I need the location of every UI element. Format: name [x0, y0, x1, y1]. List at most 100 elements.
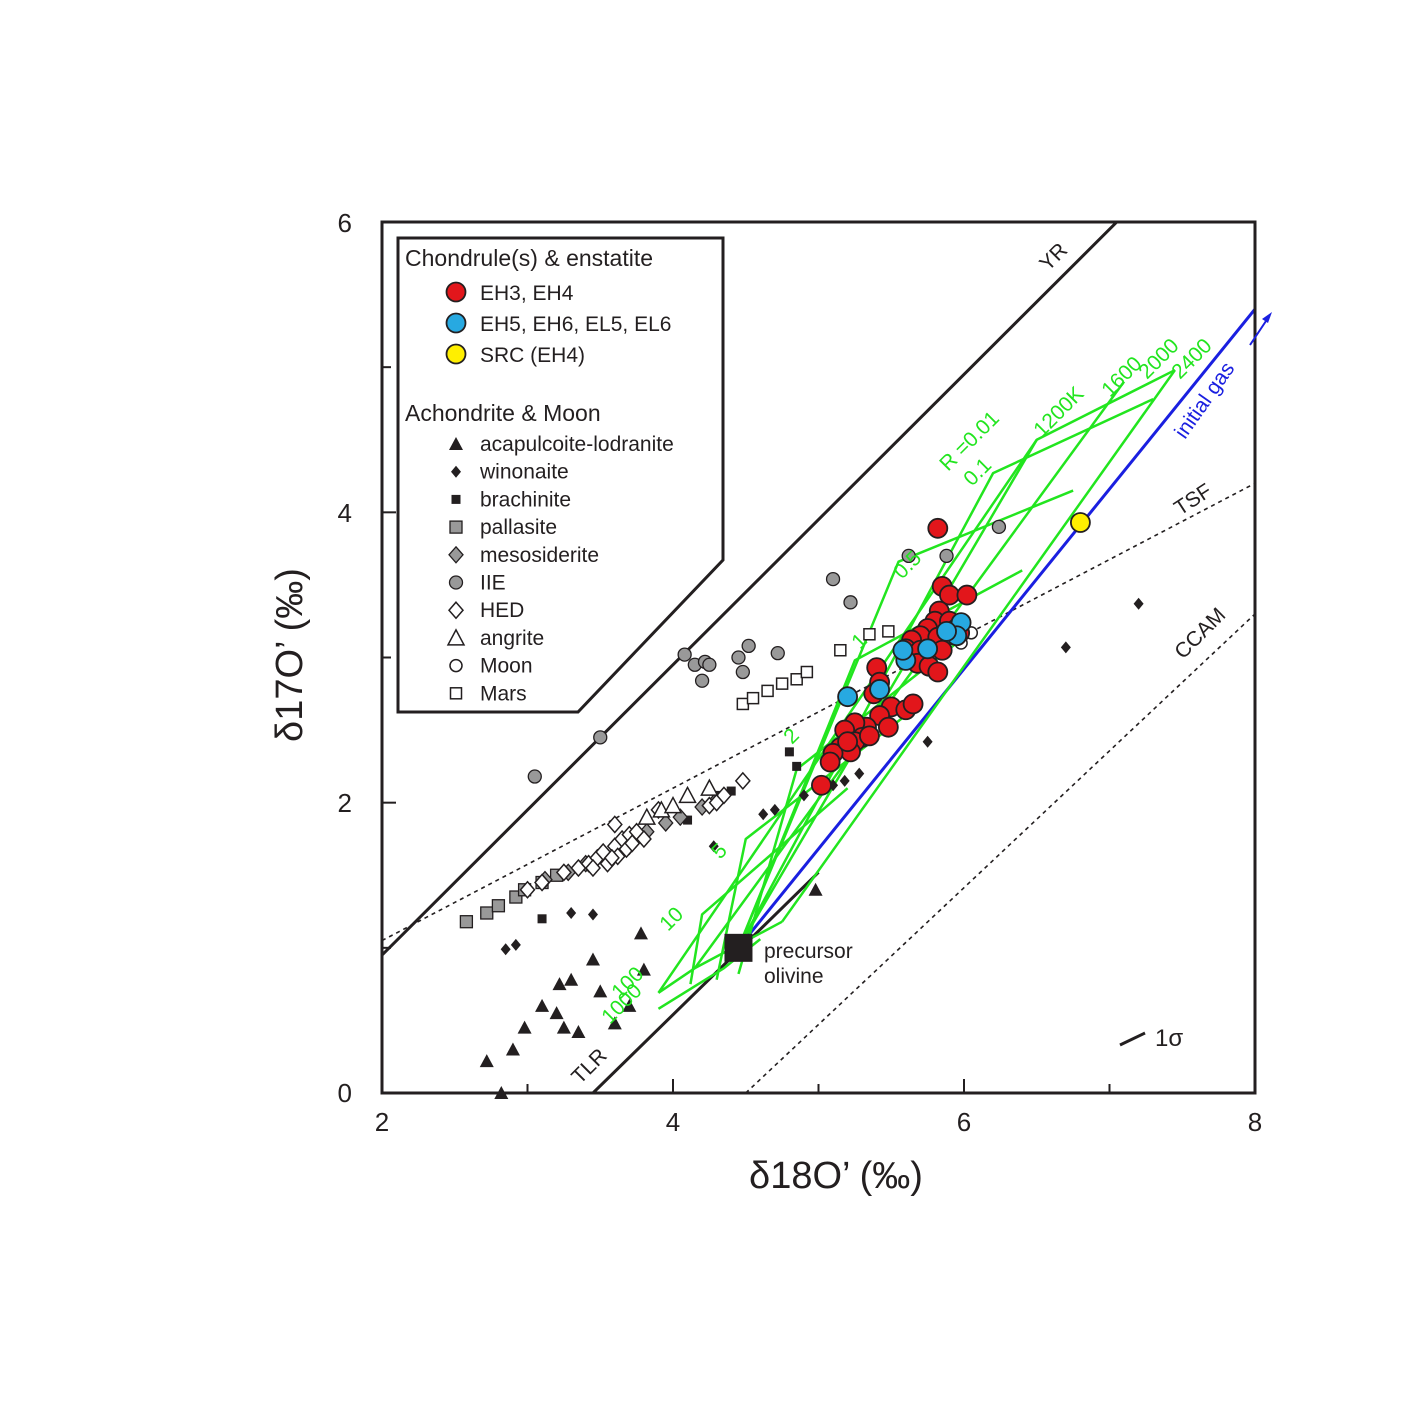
- data-point: [758, 808, 769, 821]
- legend-box: [396, 236, 725, 714]
- legend-item-label: EH3, EH4: [480, 282, 574, 305]
- data-point: [798, 789, 809, 802]
- data-point: [927, 661, 949, 683]
- legend-item-label: IIE: [480, 572, 506, 595]
- data-point: [564, 972, 579, 986]
- data-point: [500, 943, 511, 956]
- data-point: [537, 914, 547, 924]
- data-point: [445, 312, 467, 334]
- data-point: [901, 548, 916, 564]
- data-point: [451, 494, 461, 504]
- y-tick-label: 0: [338, 1078, 352, 1108]
- data-point: [956, 584, 978, 606]
- data-point: [571, 1025, 586, 1039]
- data-point: [683, 815, 693, 825]
- data-point: [936, 620, 957, 642]
- data-point: [566, 906, 577, 919]
- series-winonaite: [500, 597, 1144, 956]
- y-tick-label: 2: [338, 788, 352, 818]
- y-tick-label: 6: [338, 208, 352, 238]
- data-point: [741, 638, 756, 654]
- data-point: [449, 437, 463, 450]
- t-label: 1600: [1097, 352, 1146, 401]
- data-point: [917, 638, 939, 660]
- data-point: [843, 595, 858, 610]
- data-point: [837, 731, 858, 753]
- one-sigma-label: 1σ: [1155, 1025, 1183, 1052]
- model-curve: [781, 369, 1176, 923]
- data-point: [637, 807, 657, 825]
- data-point: [715, 786, 732, 805]
- legend-item-label: EH5, EH6, EL5, EL6: [480, 313, 671, 336]
- precursor-label-line1: precursor: [764, 940, 853, 963]
- data-point: [678, 785, 697, 804]
- data-point: [877, 716, 899, 738]
- legend-item-label: SRC (EH4): [480, 344, 585, 367]
- data-point: [622, 998, 637, 1012]
- legend-group2-title: Achondrite & Moon: [405, 400, 601, 426]
- data-point: [552, 977, 567, 991]
- data-point: [770, 645, 785, 661]
- initial-gas-arrow: [1249, 317, 1269, 346]
- data-point: [517, 1020, 532, 1034]
- data-point: [702, 657, 717, 672]
- ccam-line-label: CCAM: [1170, 604, 1230, 664]
- legend-item-label: acapulcoite-lodranite: [480, 433, 674, 456]
- data-point: [527, 769, 542, 784]
- legend-item-label: HED: [480, 599, 524, 622]
- data-point: [534, 873, 551, 892]
- data-point: [633, 926, 648, 940]
- x-tick-label: 4: [666, 1107, 680, 1137]
- reference-line-yr: [382, 222, 1118, 957]
- legend-item-label: Mars: [480, 682, 527, 705]
- data-point: [584, 858, 601, 878]
- data-point: [480, 906, 494, 920]
- data-point: [459, 915, 474, 929]
- model-curve: [693, 380, 1126, 969]
- data-point: [445, 281, 467, 303]
- data-point: [549, 1006, 564, 1020]
- data-point: [839, 774, 850, 787]
- data-point: [784, 747, 794, 757]
- series-src-eh4-: [1070, 512, 1091, 533]
- reference-line-ccam: [745, 613, 1255, 1093]
- series-iie: [527, 519, 1007, 784]
- series-eh5-eh6-el5-el6: [837, 612, 972, 708]
- data-point: [746, 691, 760, 705]
- data-point: [1060, 641, 1071, 654]
- legend-item-label: pallasite: [480, 516, 557, 539]
- r-label: 10: [655, 903, 688, 936]
- data-point: [636, 962, 651, 976]
- tsf-line-label: TSF: [1170, 479, 1216, 520]
- series-mars: [736, 625, 895, 711]
- legend: Chondrule(s) & enstatite EH3, EH4 EH5, EH…: [396, 236, 725, 714]
- legend-group1-title: Chondrule(s) & enstatite: [405, 245, 653, 271]
- legend-group1-items: EH3, EH4 EH5, EH6, EL5, EL6 SRC (EH4): [445, 281, 671, 367]
- data-point: [449, 520, 463, 534]
- r-label: 2: [779, 724, 804, 749]
- reference-line-tlr: [591, 871, 820, 1093]
- data-point: [694, 673, 710, 688]
- data-point: [922, 735, 933, 748]
- data-point: [800, 665, 814, 679]
- data-point: [677, 647, 692, 662]
- legend-item-label: winonaite: [479, 461, 569, 484]
- legend-group2-items: acapulcoite-lodranite winonaite brachinite…: [446, 433, 674, 705]
- data-point: [510, 938, 521, 951]
- series-hed: [519, 771, 751, 899]
- initial-gas-arrowhead: [1262, 312, 1272, 323]
- data-point: [736, 697, 750, 711]
- data-point: [448, 545, 464, 564]
- data-point: [448, 575, 464, 590]
- axis-ticks: [381, 221, 1256, 1094]
- data-point: [854, 767, 865, 780]
- data-point: [446, 628, 466, 646]
- reference-line-initial-gas: [737, 308, 1255, 949]
- x-tick-label: 8: [1248, 1107, 1262, 1137]
- data-point: [606, 815, 623, 834]
- data-point: [859, 725, 880, 747]
- data-point: [593, 730, 608, 745]
- data-point: [892, 639, 914, 661]
- data-point: [825, 571, 841, 587]
- data-point: [939, 548, 954, 564]
